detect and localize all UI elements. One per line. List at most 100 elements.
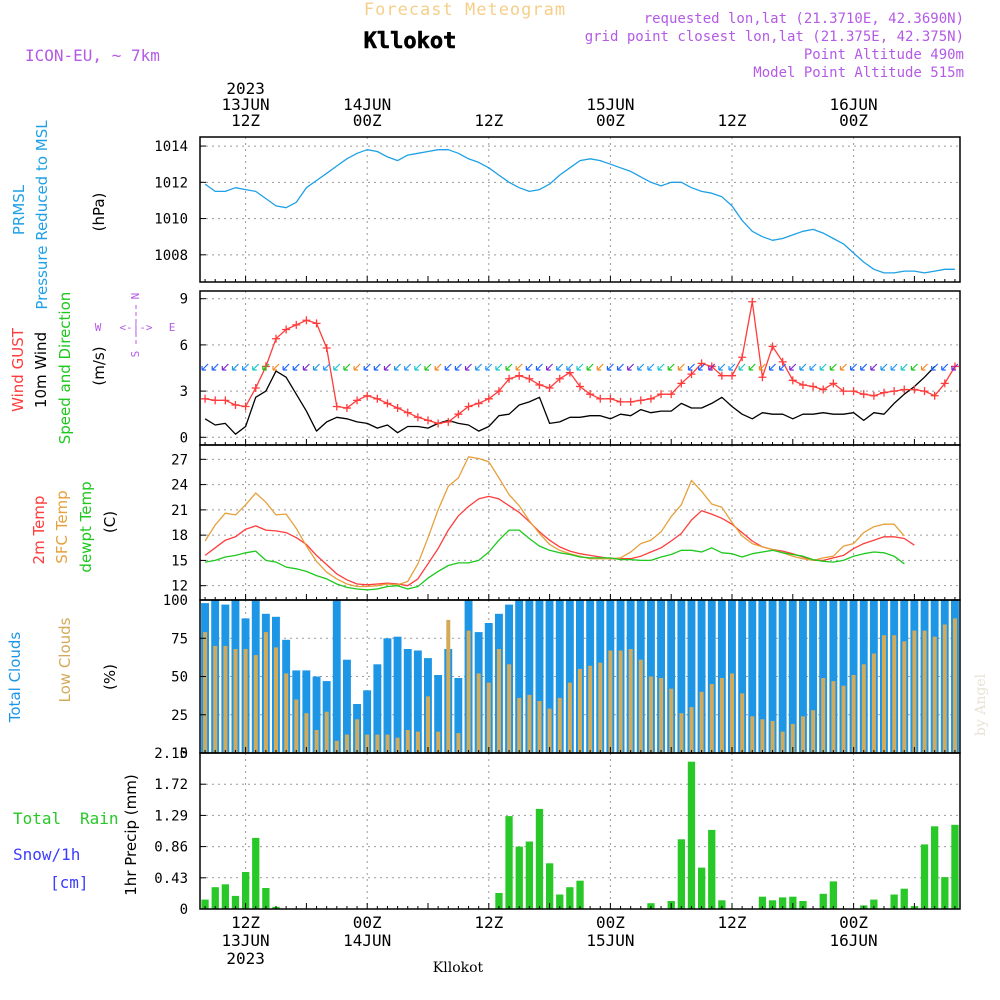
- precip-bar: [515, 846, 523, 909]
- gust-marker: [657, 390, 666, 399]
- compass-w: W: [95, 321, 102, 334]
- ytick-label-pressure: 1012: [154, 175, 188, 191]
- precip-bar: [252, 837, 260, 909]
- low-cloud-bar: [436, 731, 441, 753]
- low-cloud-bar: [345, 734, 349, 753]
- low-cloud-bar: [385, 734, 390, 753]
- panel-frames: [199, 136, 961, 910]
- gust-marker: [920, 387, 929, 396]
- ytick-label-precip: 1.29: [154, 808, 188, 824]
- precip-bar: [870, 899, 878, 909]
- precip-bar: [951, 824, 959, 909]
- grid-coords: grid point closest lon,lat (21.375E, 42.…: [585, 29, 964, 45]
- ytick-label-wind: 6: [180, 338, 188, 354]
- snow-unit-label: [cm]: [50, 873, 89, 892]
- total-cloud-bar: [302, 670, 311, 753]
- wind-direction-arrow: [951, 363, 959, 371]
- precip-bar: [525, 841, 533, 909]
- precip-bar: [829, 881, 837, 909]
- gust-marker: [515, 371, 524, 380]
- gust-marker: [677, 379, 686, 388]
- requested-coords: requested lon,lat (21.3710E, 42.3690N): [644, 11, 964, 27]
- time-label-bottom: 13JUN: [222, 931, 270, 950]
- time-label-top: 00Z: [839, 111, 868, 130]
- total-cloud-bar: [819, 600, 828, 753]
- wind-direction-arrow: [698, 363, 706, 371]
- wind-direction-arrow: [262, 363, 270, 371]
- low-cloud-bar: [547, 708, 552, 753]
- gust-marker: [778, 357, 787, 366]
- low-cloud-bar: [497, 649, 501, 753]
- low-cloud-bar: [233, 649, 238, 753]
- wind-direction-arrow: [505, 363, 513, 371]
- time-label-bottom: 12Z: [231, 913, 260, 932]
- wind-direction-arrow: [535, 363, 543, 371]
- total-cloud-bar: [525, 600, 534, 753]
- wind-direction-arrow: [870, 363, 878, 371]
- low-cloud-bar: [851, 675, 856, 753]
- total-cloud-bar: [343, 659, 351, 753]
- ytick-label-temp: 12: [171, 579, 188, 595]
- low-cloud-bar: [274, 647, 278, 753]
- low-cloud-bar: [861, 664, 866, 753]
- time-label-top: 12Z: [231, 111, 260, 130]
- time-label-top: 00Z: [596, 111, 625, 130]
- gust-marker: [758, 373, 767, 382]
- low-cloud-bar: [466, 630, 471, 753]
- low-cloud-bar: [578, 668, 582, 753]
- gust-marker: [606, 394, 615, 403]
- low-cloud-bar: [375, 734, 380, 753]
- precip-bar: [231, 895, 240, 909]
- gust-marker: [484, 394, 493, 403]
- low-cloud-bar: [932, 636, 937, 753]
- precip-bar: [931, 826, 939, 909]
- low-cloud-bar: [598, 662, 603, 753]
- precip-bar: [900, 888, 908, 909]
- low-cloud-bar: [304, 713, 309, 753]
- low-cloud-bar: [669, 688, 674, 753]
- gust-label: Wind GUST: [9, 327, 27, 412]
- gust-marker: [809, 382, 818, 391]
- ytick-label-temp: 24: [171, 478, 188, 494]
- low-cloud-bar: [912, 630, 917, 753]
- precip-bar: [687, 761, 696, 909]
- precip-bar: [799, 901, 807, 909]
- gust-marker: [829, 379, 838, 388]
- gust-marker: [302, 316, 311, 325]
- wind-direction-arrow: [880, 363, 888, 371]
- wind-direction-arrow: [910, 363, 918, 371]
- ytick-label-clouds: 0: [180, 746, 188, 762]
- low-cloud-bar: [213, 645, 218, 753]
- low-cloud-bar: [355, 719, 360, 753]
- ytick-label-precip: 0: [180, 902, 188, 918]
- ytick-label-pressure: 1008: [154, 248, 188, 264]
- gust-marker: [373, 394, 382, 403]
- low-cloud-bar: [628, 649, 633, 753]
- gust-marker: [869, 391, 878, 400]
- ytick-label-clouds: 50: [171, 670, 188, 686]
- precip-bar: [677, 839, 685, 909]
- total-cloud-bar: [403, 649, 412, 753]
- gust-marker: [525, 374, 534, 383]
- wind-direction-arrow: [768, 363, 776, 371]
- wind-direction-arrow: [667, 363, 675, 371]
- ytick-label-temp: 18: [171, 528, 188, 544]
- temp-unit: (C): [101, 511, 119, 533]
- precip-bar: [566, 887, 574, 909]
- total-cloud-bar: [707, 600, 716, 753]
- total-cloud-bar: [515, 600, 524, 753]
- low-cloud-bar: [223, 645, 228, 753]
- wind-direction-arrow: [464, 363, 472, 371]
- low-cloud-bar: [638, 659, 643, 753]
- wind-direction-arrow: [221, 363, 229, 371]
- low-cloud-bar: [790, 723, 795, 753]
- low-cloud-bar: [770, 720, 775, 753]
- ytick-label-temp: 27: [171, 452, 188, 468]
- gust-marker: [940, 379, 949, 388]
- low-cloud-bar: [689, 707, 694, 753]
- wind-direction-arrow: [900, 363, 908, 371]
- pressure-line: [204, 149, 955, 274]
- gust-marker: [930, 391, 939, 400]
- total-cloud-bar: [545, 600, 554, 753]
- gust-marker: [697, 359, 706, 368]
